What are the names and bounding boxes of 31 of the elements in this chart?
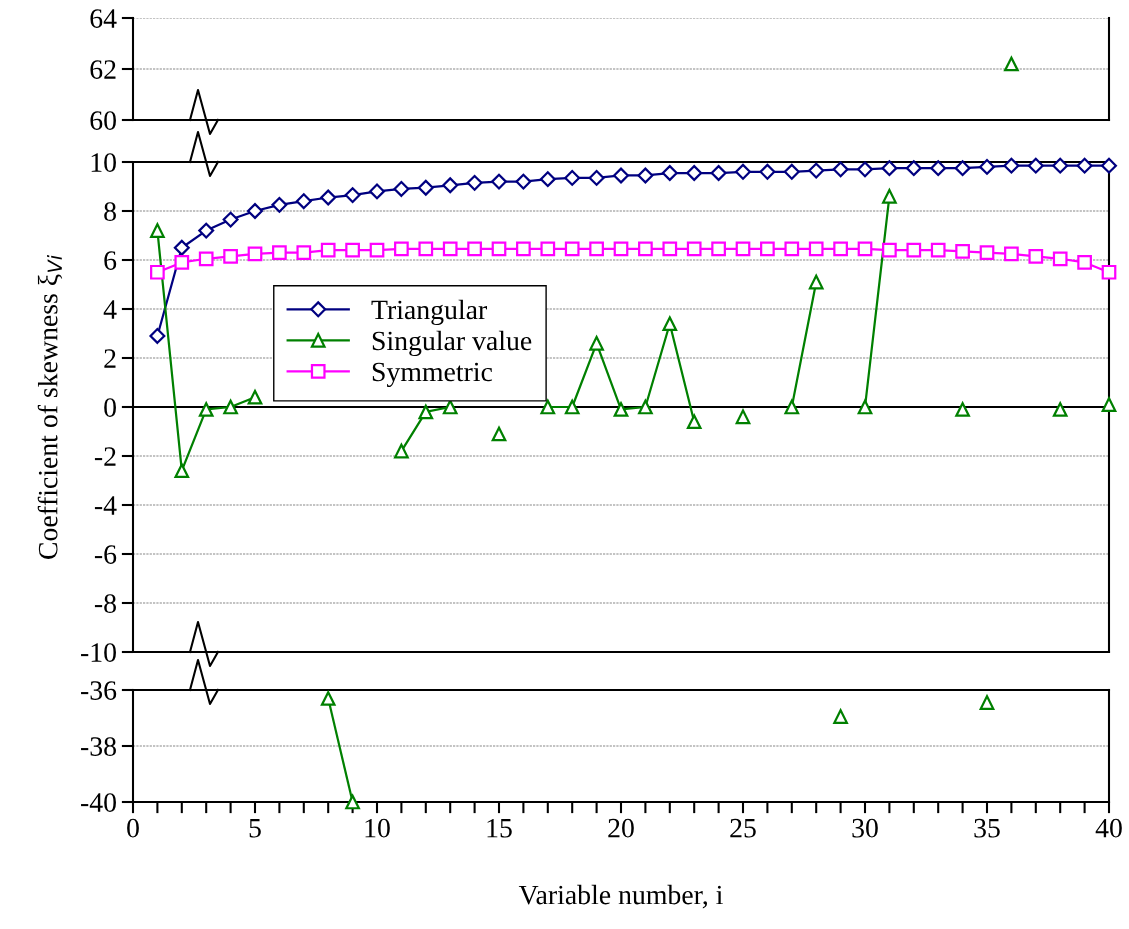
y-axis-title: Coefficient of skewness ξ$_{Vi}$: [37, 254, 63, 559]
y-tick-label: -10: [81, 643, 116, 662]
x-tick-label: 5: [249, 819, 261, 838]
y-tick-label: 60: [90, 111, 116, 130]
y-tick-label: 6: [104, 251, 117, 270]
y-tick-label: -38: [81, 737, 116, 756]
y-tick-label: -2: [94, 447, 116, 466]
x-tick-label: 35: [974, 818, 1000, 838]
y-tick-label: 10: [91, 153, 116, 172]
x-tick-label: 40: [1095, 818, 1122, 838]
legend-label: Triangular: [371, 299, 487, 326]
x-tick-label: 15: [487, 818, 512, 838]
y-tick-label: 62: [90, 60, 116, 79]
y-tick-label: 0: [104, 398, 116, 417]
y-tick-label: 64: [90, 9, 117, 28]
y-tick-label: -36: [81, 681, 117, 700]
legend-label: Symmetric: [372, 362, 493, 388]
y-tick-label: 8: [104, 202, 116, 221]
x-tick-label: 25: [730, 818, 756, 838]
y-tick-label: 2: [104, 349, 116, 368]
x-tick-label: 20: [608, 818, 634, 838]
y-tick-label: -40: [81, 793, 116, 812]
legend-label: Singular value: [372, 330, 532, 357]
x-axis-title: Variable number, i: [518, 884, 723, 909]
y-tick-label: -4: [94, 496, 117, 515]
x-tick-label: 0: [127, 818, 139, 838]
x-tick-label: 10: [365, 818, 390, 838]
x-tick-label: 30: [852, 818, 878, 838]
y-tick-label: -8: [94, 594, 116, 613]
y-tick-label: -6: [94, 545, 117, 564]
y-tick-label: 4: [103, 300, 117, 319]
